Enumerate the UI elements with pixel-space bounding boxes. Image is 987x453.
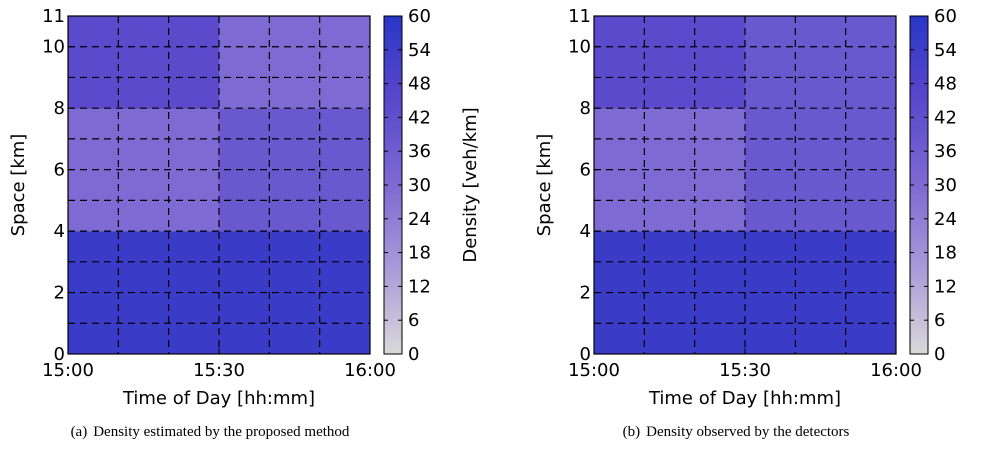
colorbar: 0 6 12 18 24 30 36 42 48 54 60 Density [veh/km]: [383, 6, 481, 365]
colorbar-tick-label: 30: [934, 175, 957, 196]
caption-b: (b) Density observed by the detectors: [526, 424, 946, 441]
colorbar-tick-label: 30: [408, 175, 431, 196]
panel-b: 15:00 15:30 16:00 Time of Day [hh:mm] 0 2 4 6 8 1…: [526, 0, 987, 453]
caption-tag: (a): [70, 424, 88, 440]
colorbar-tick-label: 54: [934, 40, 957, 61]
colorbar-tick-label: 6: [934, 310, 945, 331]
heatmap-cell: [168, 16, 220, 109]
colorbar-tick-label: 60: [934, 6, 957, 27]
colorbar-tick-label: 24: [408, 209, 431, 230]
y-tick-label: 10: [42, 37, 65, 58]
y-axis: 0 2 4 6 8 10 11 Space [km]: [8, 6, 74, 365]
heatmap-cell: [118, 16, 170, 109]
y-tick-label: 4: [54, 221, 65, 242]
colorbar-tick-label: 36: [934, 141, 957, 162]
heatmap-cell: [845, 16, 897, 109]
x-tick-label: 16:00: [870, 360, 922, 381]
heatmap-cell: [219, 16, 270, 109]
y-tick-label: 4: [580, 221, 591, 242]
x-tick-label: 16:00: [344, 360, 396, 381]
y-axis-label: Space [km]: [8, 134, 29, 237]
heatmap-cell: [745, 16, 796, 109]
heatmap-cell: [68, 16, 119, 109]
colorbar-tick-label: 42: [408, 107, 431, 128]
heatmap-cell: [795, 16, 847, 109]
y-tick-label: 2: [580, 283, 591, 304]
colorbar-tick-label: 54: [408, 40, 431, 61]
y-tick-label: 8: [54, 98, 65, 119]
caption-text: Density observed by the detectors: [646, 424, 850, 440]
caption-tag: (b): [622, 424, 641, 440]
heatmap-cell: [269, 16, 321, 109]
x-axis-label: Time of Day [hh:mm]: [648, 388, 841, 409]
colorbar-tick-label: 18: [934, 243, 957, 264]
x-axis: 15:00 15:30 16:00 Time of Day [hh:mm]: [42, 348, 396, 409]
colorbar-tick-label: 24: [934, 209, 957, 230]
y-tick-label: 6: [54, 160, 65, 181]
colorbar-tick-label: 6: [408, 310, 419, 331]
heatmap-cell: [694, 16, 746, 109]
x-tick-label: 15:30: [719, 360, 771, 381]
x-tick-label: 15:00: [42, 360, 94, 381]
heatmap-cell: [594, 16, 645, 109]
colorbar-tick-label: 60: [408, 6, 431, 27]
heatmap-cell: [644, 16, 696, 109]
y-tick-label: 0: [580, 344, 591, 365]
x-tick-label: 15:30: [193, 360, 245, 381]
x-axis: 15:00 15:30 16:00 Time of Day [hh:mm]: [568, 348, 922, 409]
caption-a: (a) Density estimated by the proposed met…: [0, 424, 420, 441]
x-axis-label: Time of Day [hh:mm]: [122, 388, 315, 409]
y-tick-label: 11: [42, 6, 65, 27]
y-tick-label: 2: [54, 283, 65, 304]
y-axis-label: Space [km]: [534, 134, 555, 237]
grid: [68, 16, 370, 354]
colorbar-label: Density [veh/km]: [460, 107, 481, 262]
y-tick-label: 11: [568, 6, 591, 27]
y-tick-label: 6: [580, 160, 591, 181]
heatmap-cells: [594, 16, 897, 355]
y-tick-label: 0: [54, 344, 65, 365]
y-tick-label: 10: [568, 37, 591, 58]
colorbar-tick-label: 0: [934, 344, 945, 365]
colorbar-tick-label: 18: [408, 243, 431, 264]
colorbar-tick-label: 36: [408, 141, 431, 162]
colorbar-tick-label: 0: [408, 344, 419, 365]
colorbar-tick-label: 42: [934, 107, 957, 128]
colorbar-tick-label: 48: [408, 74, 431, 95]
caption-text: Density estimated by the proposed method: [93, 424, 350, 440]
grid: [594, 16, 896, 354]
colorbar-tick-label: 48: [934, 74, 957, 95]
colorbar-tick-label: 12: [408, 276, 431, 297]
panel-a: 15:00 15:30 16:00 Time of Day [hh:mm] 0 2 4 6 8 1…: [0, 6, 481, 441]
x-tick-label: 15:00: [568, 360, 620, 381]
y-axis: 0 2 4 6 8 10 11 Space [km]: [534, 6, 600, 365]
heatmap-cell: [319, 16, 371, 109]
y-tick-label: 8: [580, 98, 591, 119]
colorbar-tick-label: 12: [934, 276, 957, 297]
